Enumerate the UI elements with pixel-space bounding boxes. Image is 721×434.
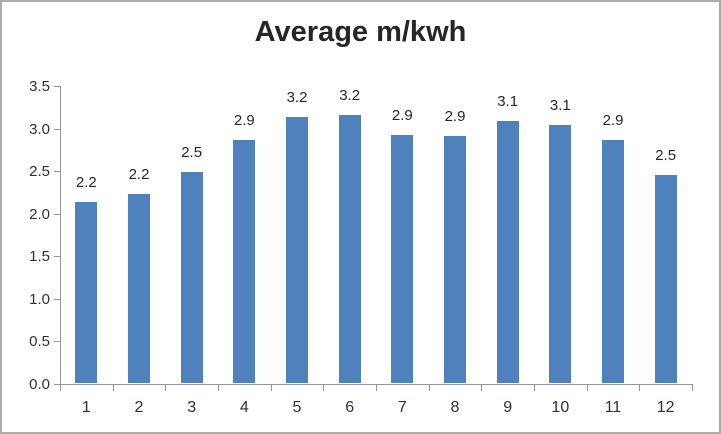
chart-title: Average m/kwh bbox=[254, 16, 467, 48]
y-tick bbox=[54, 171, 60, 173]
y-tick bbox=[54, 86, 60, 87]
bar bbox=[75, 201, 98, 383]
x-category-label: 4 bbox=[239, 399, 249, 416]
x-tick bbox=[112, 385, 114, 391]
x-tick bbox=[270, 385, 272, 391]
bar bbox=[391, 134, 414, 383]
x-tick bbox=[692, 385, 693, 391]
x-category-label: 6 bbox=[345, 399, 355, 416]
x-tick bbox=[534, 385, 535, 391]
bar bbox=[233, 140, 256, 383]
bar-value-label: 2.9 bbox=[233, 112, 255, 130]
y-tick-label: 2.0 bbox=[29, 205, 50, 223]
x-tick bbox=[165, 385, 167, 391]
x-tick bbox=[639, 385, 641, 391]
x-tick bbox=[218, 385, 219, 391]
bar-value-label: 2.9 bbox=[602, 112, 624, 130]
x-category-label: 9 bbox=[503, 399, 513, 416]
x-category-label: 12 bbox=[656, 399, 675, 416]
bar bbox=[286, 116, 308, 383]
bar-value-label: 3.1 bbox=[549, 97, 571, 115]
bar-value-label: 2.5 bbox=[181, 143, 203, 161]
x-category-label: 8 bbox=[450, 399, 460, 416]
y-tick-label: 0.0 bbox=[29, 376, 50, 393]
y-tick bbox=[54, 256, 60, 258]
x-category-label: 1 bbox=[81, 399, 91, 416]
x-tick bbox=[323, 385, 325, 391]
bar-value-label: 2.9 bbox=[391, 106, 413, 124]
y-tick-label: 3.5 bbox=[29, 78, 50, 95]
bar bbox=[602, 140, 624, 383]
x-axis-line bbox=[60, 384, 693, 385]
x-tick bbox=[586, 385, 588, 391]
bar-value-label: 3.2 bbox=[339, 86, 361, 104]
bar-value-label: 2.2 bbox=[75, 173, 97, 191]
bar bbox=[338, 114, 361, 383]
x-category-label: 11 bbox=[604, 399, 622, 416]
y-tick bbox=[54, 298, 60, 300]
y-tick bbox=[54, 213, 60, 215]
y-axis-line bbox=[60, 86, 61, 384]
y-tick-label: 3.0 bbox=[29, 120, 50, 138]
y-tick-label: 0.5 bbox=[29, 333, 50, 351]
bar-value-label: 2.2 bbox=[128, 166, 150, 184]
y-tick-label: 1.5 bbox=[29, 248, 50, 266]
bar-value-label: 3.1 bbox=[497, 92, 519, 110]
x-category-label: 5 bbox=[292, 399, 302, 416]
bar-value-label: 2.9 bbox=[444, 108, 466, 126]
bar bbox=[496, 120, 519, 383]
bar-value-label: 3.2 bbox=[286, 88, 308, 106]
x-category-label: 2 bbox=[134, 399, 144, 416]
y-tick bbox=[54, 128, 60, 130]
bar bbox=[444, 136, 466, 383]
bar bbox=[654, 174, 677, 383]
x-category-label: 3 bbox=[187, 399, 197, 416]
x-tick bbox=[428, 385, 430, 391]
x-tick bbox=[60, 385, 61, 391]
y-tick bbox=[54, 341, 60, 343]
x-tick bbox=[376, 385, 377, 391]
x-tick bbox=[481, 385, 483, 391]
bar bbox=[128, 194, 150, 383]
x-category-label: 10 bbox=[551, 399, 570, 416]
y-tick bbox=[54, 384, 60, 385]
bar bbox=[549, 125, 572, 383]
y-tick-label: 1.0 bbox=[29, 290, 50, 308]
bar-value-label: 2.5 bbox=[655, 146, 677, 164]
y-tick-label: 2.5 bbox=[29, 163, 50, 181]
bar bbox=[180, 171, 203, 383]
x-category-label: 7 bbox=[397, 399, 407, 416]
